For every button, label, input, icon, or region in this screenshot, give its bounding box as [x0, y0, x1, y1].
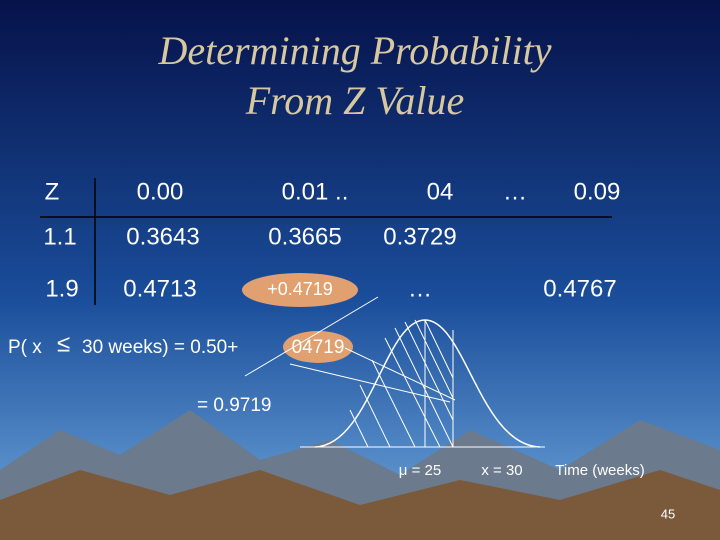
formula-result: = 0.9719	[197, 395, 272, 416]
table-cell: Z	[45, 178, 60, 205]
table-cell: 0.3665	[268, 223, 341, 250]
formula-highlight: 04719	[292, 337, 345, 358]
curve-label: μ = 25	[399, 462, 441, 479]
table-cell: …	[408, 275, 432, 302]
highlight-oval	[242, 273, 358, 307]
normal-curve	[244, 296, 545, 448]
highlight-oval	[283, 331, 353, 363]
table: Z 0.00 0.01 .. 04 … 0.09 1.1 0.3643 0.3665 0.3729…	[43, 178, 620, 302]
table-cell: +0.4719	[267, 279, 333, 299]
title-line: Determining Probability	[158, 28, 552, 73]
formula-lhs: P( x	[8, 337, 42, 358]
table-cell: 0.09	[574, 178, 621, 205]
table-cell: 04	[427, 178, 454, 205]
curve-label: x = 30	[481, 462, 522, 479]
foreground-hills	[0, 470, 720, 540]
table-cell: 0.01 ..	[282, 178, 349, 205]
table-cell: 0.00	[137, 178, 184, 205]
formula-op: ≤	[57, 330, 70, 357]
table-cell: 1.1	[43, 223, 76, 250]
page-number: 45	[661, 506, 675, 521]
table-cell: 0.4767	[543, 275, 616, 302]
formula-rhs: 30 weeks) = 0.50+	[82, 337, 238, 358]
table-cell: …	[503, 178, 527, 205]
table-cell: 0.3729	[383, 223, 456, 250]
table-cell: 1.9	[45, 275, 78, 302]
title-line: From Z Value	[245, 78, 465, 123]
table-cell: 0.3643	[126, 223, 199, 250]
table-cell: 0.4713	[123, 275, 196, 302]
curve-label: Time (weeks)	[555, 462, 644, 479]
